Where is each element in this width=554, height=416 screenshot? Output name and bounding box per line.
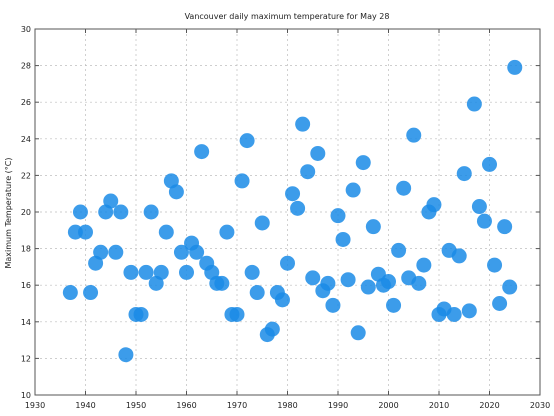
data-point [345, 182, 361, 198]
y-tick-label: 18 [21, 245, 31, 254]
x-tick-label: 2030 [530, 401, 550, 410]
data-point [320, 275, 336, 291]
data-point [103, 193, 119, 209]
data-point [391, 242, 407, 258]
data-point [254, 215, 270, 231]
y-tick-labels: 10 12 14 16 18 20 22 24 26 28 30 [21, 25, 31, 400]
y-tick-label: 22 [21, 171, 31, 180]
data-point [386, 297, 402, 313]
x-tick-label: 2000 [378, 401, 398, 410]
x-tick-label: 2020 [479, 401, 499, 410]
data-point [492, 296, 508, 311]
data-point [416, 257, 432, 273]
data-point [456, 166, 472, 182]
x-tick-label: 1980 [277, 401, 297, 410]
x-tick-label: 1970 [227, 401, 247, 410]
data-point [406, 127, 422, 143]
data-point [355, 155, 371, 171]
data-point [285, 186, 301, 202]
data-point [113, 204, 129, 220]
data-point [239, 133, 255, 149]
axis-ticks [34, 28, 541, 396]
data-point [340, 272, 356, 288]
chart-title: Vancouver daily maximum temperature for … [185, 12, 390, 21]
x-tick-label: 1990 [328, 401, 348, 410]
data-point [280, 255, 295, 271]
y-tick-label: 16 [21, 281, 31, 290]
data-point [426, 197, 442, 213]
data-point [249, 285, 265, 301]
data-point [274, 292, 290, 308]
data-point [290, 200, 306, 216]
data-point [446, 306, 462, 322]
y-tick-label: 14 [21, 318, 31, 327]
y-tick-label: 30 [21, 25, 31, 34]
data-point [335, 231, 351, 247]
data-point [78, 224, 93, 240]
data-point [108, 244, 124, 260]
data-point [305, 270, 321, 286]
y-tick-label: 26 [21, 98, 31, 107]
x-tick-label: 1960 [176, 401, 196, 410]
x-tick-labels: 1930 1940 1950 1960 1970 1980 1990 2000 2010 2020… [25, 401, 550, 410]
data-point [295, 116, 311, 132]
data-point [179, 264, 194, 280]
data-point [466, 96, 482, 112]
data-point [229, 306, 245, 322]
data-point [502, 279, 518, 295]
data-point [310, 145, 326, 161]
x-tick-label: 1950 [126, 401, 146, 410]
data-point [62, 285, 78, 301]
data-point [471, 199, 487, 215]
data-point [234, 173, 250, 189]
grid-lines [35, 29, 540, 395]
data-point [83, 285, 99, 301]
data-point [123, 264, 139, 280]
data-point [264, 321, 280, 337]
y-tick-label: 12 [21, 354, 31, 363]
x-tick-label: 2010 [429, 401, 449, 410]
data-point [158, 224, 174, 240]
y-tick-label: 20 [21, 208, 31, 217]
data-point [330, 208, 346, 224]
data-point [396, 180, 412, 196]
y-axis-label: Maximum Temperature (°C) [4, 157, 13, 268]
data-point [133, 306, 149, 322]
data-point [93, 244, 109, 260]
data-point [189, 244, 205, 260]
data-point [118, 347, 134, 363]
y-tick-label: 24 [21, 135, 31, 144]
data-point [461, 303, 477, 319]
y-tick-label: 10 [21, 391, 31, 400]
data-point [194, 144, 210, 160]
data-point [138, 264, 154, 280]
data-point [482, 156, 497, 172]
data-point [244, 264, 260, 280]
data-point [300, 164, 316, 180]
data-point [325, 297, 341, 313]
data-point [219, 224, 235, 240]
data-point [451, 248, 467, 264]
data-point [72, 204, 88, 220]
data-point [350, 325, 366, 341]
data-point [153, 264, 169, 280]
data-point [214, 275, 230, 291]
y-tick-label: 28 [21, 62, 31, 71]
data-point [360, 279, 376, 295]
data-point [143, 204, 159, 220]
data-point [168, 184, 184, 200]
plot-frame [34, 28, 541, 396]
data-point [487, 257, 503, 273]
data-point [411, 275, 427, 291]
data-point [173, 244, 189, 260]
data-point [507, 59, 523, 75]
x-tick-label: 1930 [25, 401, 45, 410]
data-point [381, 274, 396, 290]
data-point [497, 219, 513, 235]
data-point [365, 219, 381, 235]
data-point [476, 213, 492, 229]
x-tick-label: 1940 [75, 401, 95, 410]
data-points [62, 59, 523, 363]
